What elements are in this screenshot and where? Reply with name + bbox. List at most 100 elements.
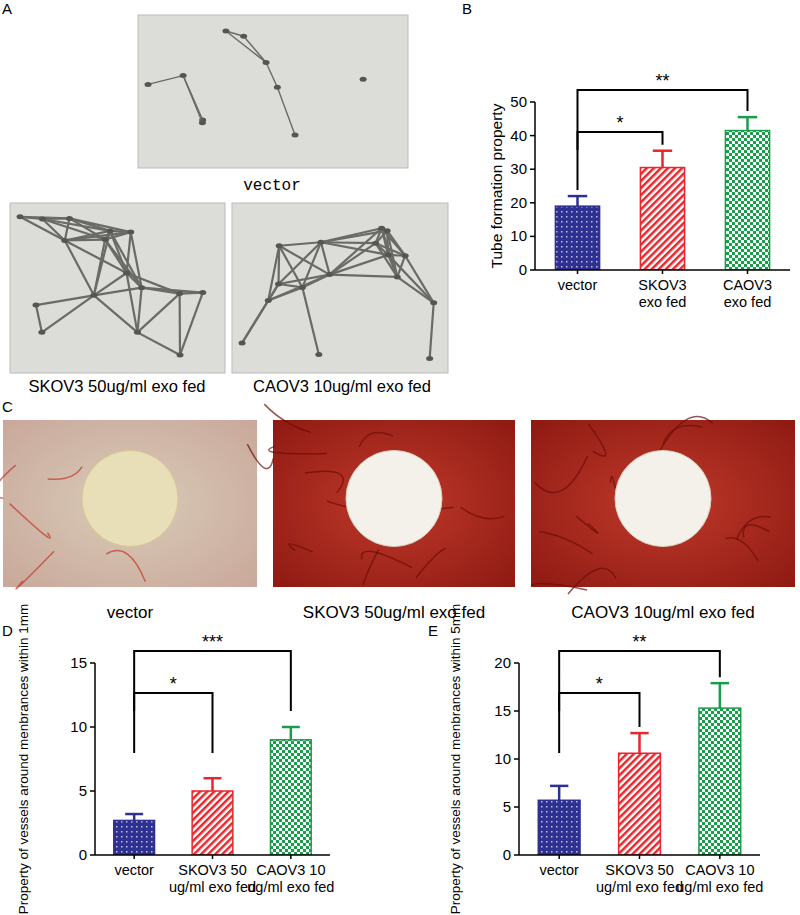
cell-strand [279,242,321,284]
cell-strand [127,273,180,294]
membrane [346,451,442,547]
label-line: CAOV3 10 [685,862,754,878]
photo-bg [273,420,515,587]
y-tick-label: 20 [510,194,527,211]
panel-label: C [2,398,13,415]
cell-strand [268,287,302,300]
error-cap [550,785,568,788]
vessel [289,544,313,552]
caption: vector [243,177,301,195]
vessel [359,432,393,446]
vessel [106,551,145,582]
error-stem [558,786,561,800]
error-bar [568,196,587,206]
error-stem [638,733,641,753]
significance-bracket [559,651,720,711]
significance-label: *** [202,632,223,652]
cell-strand [226,31,266,62]
y-tick-label: 20 [494,654,511,671]
cam-photo [531,416,795,594]
cell [263,60,270,65]
label-line: ug/ml exo fed [596,879,683,895]
cell-strand [376,243,398,277]
caption: CAOV3 10ug/ml exo fed [571,603,754,622]
micrograph [138,15,408,168]
cell-strand [137,332,180,355]
cell [61,238,68,243]
vessel [535,456,588,493]
cell [145,82,152,87]
cell [299,285,306,290]
cell-strand [42,219,110,231]
cell [385,252,392,257]
label-line: ug/ml exo fed [169,879,256,895]
caption: vector [107,603,154,622]
error-stem [290,727,293,740]
y-tick-label: 0 [519,261,527,278]
significance-bracket [134,693,212,753]
cell-strand [277,87,295,135]
vessel [532,584,587,590]
cell [240,34,247,39]
y-tick [514,710,519,712]
label-line: vector [114,862,154,878]
cell-strand [20,217,65,241]
error-cap [630,732,648,735]
cell-strand [405,256,434,303]
vessel [363,549,379,585]
y-tick [530,101,535,103]
x-tick [662,270,664,274]
x-tick-label: CAOV3 10ug/ml exo fed [247,862,334,895]
panel-label: B [462,0,472,17]
y-axis-label: Property of vessels around menbrances wi… [448,604,463,915]
x-tick-label: SKOV3 50ug/ml exo fed [169,862,256,895]
cell-strand [242,284,278,343]
micrograph [10,203,225,373]
cell-strand [397,256,405,277]
cell-strand [183,76,202,123]
cell [265,298,272,303]
figure: AvectorSKOV3 50ug/ml exo fedCAOV3 10ug/m… [0,0,800,915]
vessel [48,467,82,480]
y-tick-label: 30 [510,160,527,177]
error-stem [576,196,579,206]
error-stem [746,117,749,130]
error-cap [282,726,300,729]
cell-strand [330,275,398,277]
significance-label: ** [632,632,646,652]
cell [402,253,409,258]
bracket-line [578,90,748,150]
label-line: exo fed [639,294,687,310]
plot-area [555,117,769,270]
error-cap [568,195,587,198]
label-line: vector [558,277,598,293]
x-tick-label: vector [558,277,598,293]
cell-strand [65,218,70,240]
panel-label: E [428,622,438,639]
y-tick-label: 10 [510,227,527,244]
vessel [663,426,702,444]
cell-strand [137,288,141,333]
y-tick-label: 10 [70,718,87,735]
bar [619,753,661,855]
cell [177,352,184,357]
vessel [589,424,606,456]
cell [176,291,183,296]
cell-strand [36,305,42,332]
vessel [361,551,412,567]
cell [372,241,379,246]
vessel [416,549,446,578]
photo-bg [232,203,448,373]
x-tick-label: vector [539,862,579,878]
error-bar [204,778,222,791]
cell [127,230,134,235]
error-cap [204,777,222,780]
y-axis-label: Property of vessels around menbrances wi… [16,604,31,915]
panel-label: A [2,0,12,17]
cell-strand [127,273,138,332]
cell-strand [244,36,266,62]
error-cap [653,149,672,152]
significance-label: ** [655,71,669,91]
cell-strand [127,232,131,273]
error-bar [738,117,757,130]
